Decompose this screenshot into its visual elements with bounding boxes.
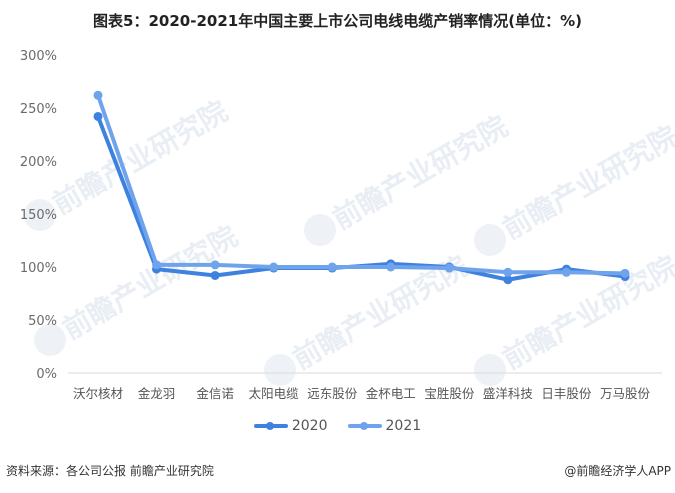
x-axis: 沃尔核材 金龙羽 金信诺 太阳电缆 远东股份 金杯电工 宝胜股份 盛洋科技 日丰股份 万马股份 <box>73 386 651 401</box>
svg-text:前瞻产业研究院: 前瞻产业研究院 <box>327 109 513 236</box>
data-point[interactable] <box>503 275 513 285</box>
y-axis: 300% 250% 200% 150% 100% 50% 0% <box>20 49 57 382</box>
legend-label: 2021 <box>385 418 422 434</box>
data-point[interactable] <box>620 268 630 278</box>
x-tick-label: 太阳电缆 <box>249 386 300 401</box>
data-point[interactable] <box>269 262 279 272</box>
series-2021 <box>93 90 630 278</box>
data-point[interactable] <box>503 267 513 277</box>
y-tick-label: 150% <box>20 208 57 223</box>
data-point[interactable] <box>386 262 396 272</box>
y-tick-label: 0% <box>36 367 57 382</box>
legend-label: 2020 <box>291 418 328 434</box>
svg-text:前瞻产业研究院: 前瞻产业研究院 <box>47 94 233 221</box>
svg-text:前瞻产业研究院: 前瞻产业研究院 <box>497 249 675 376</box>
x-tick-label: 沃尔核材 <box>73 386 123 401</box>
legend: 2020 2021 <box>0 418 675 434</box>
x-tick-label: 日丰股份 <box>541 386 592 401</box>
data-point[interactable] <box>93 111 103 121</box>
data-point[interactable] <box>444 263 454 273</box>
svg-text:前瞻产业研究院: 前瞻产业研究院 <box>57 219 243 346</box>
x-tick-label: 金龙羽 <box>138 386 176 401</box>
y-tick-label: 200% <box>20 155 57 170</box>
credit-note: @前瞻经济学人APP <box>564 464 671 478</box>
legend-item-2021[interactable]: 2021 <box>347 418 422 434</box>
data-point[interactable] <box>210 260 220 270</box>
line-marker-icon <box>347 419 382 433</box>
data-point[interactable] <box>327 262 337 272</box>
x-tick-label: 金杯电工 <box>366 386 416 401</box>
data-point[interactable] <box>561 267 571 277</box>
y-tick-label: 50% <box>28 314 57 329</box>
svg-text:前瞻产业研究院: 前瞻产业研究院 <box>497 119 675 246</box>
x-tick-label: 宝胜股份 <box>424 386 475 401</box>
y-tick-label: 300% <box>20 49 57 64</box>
data-point[interactable] <box>93 90 103 100</box>
x-tick-label: 盛洋科技 <box>483 386 534 401</box>
data-point[interactable] <box>152 260 162 270</box>
x-tick-label: 远东股份 <box>307 386 358 401</box>
legend-item-2020[interactable]: 2020 <box>253 418 328 434</box>
y-tick-label: 250% <box>20 102 57 117</box>
data-point[interactable] <box>210 270 220 280</box>
y-tick-label: 100% <box>20 261 57 276</box>
chart-title: 图表5：2020-2021年中国主要上市公司电线电缆产销率情况(单位：%) <box>93 12 582 30</box>
x-tick-label: 金信诺 <box>196 386 234 401</box>
series-lines <box>93 90 630 285</box>
line-marker-icon <box>253 419 288 433</box>
source-note: 资料来源：各公司公报 前瞻产业研究院 <box>6 464 214 478</box>
x-tick-label: 万马股份 <box>600 386 651 401</box>
